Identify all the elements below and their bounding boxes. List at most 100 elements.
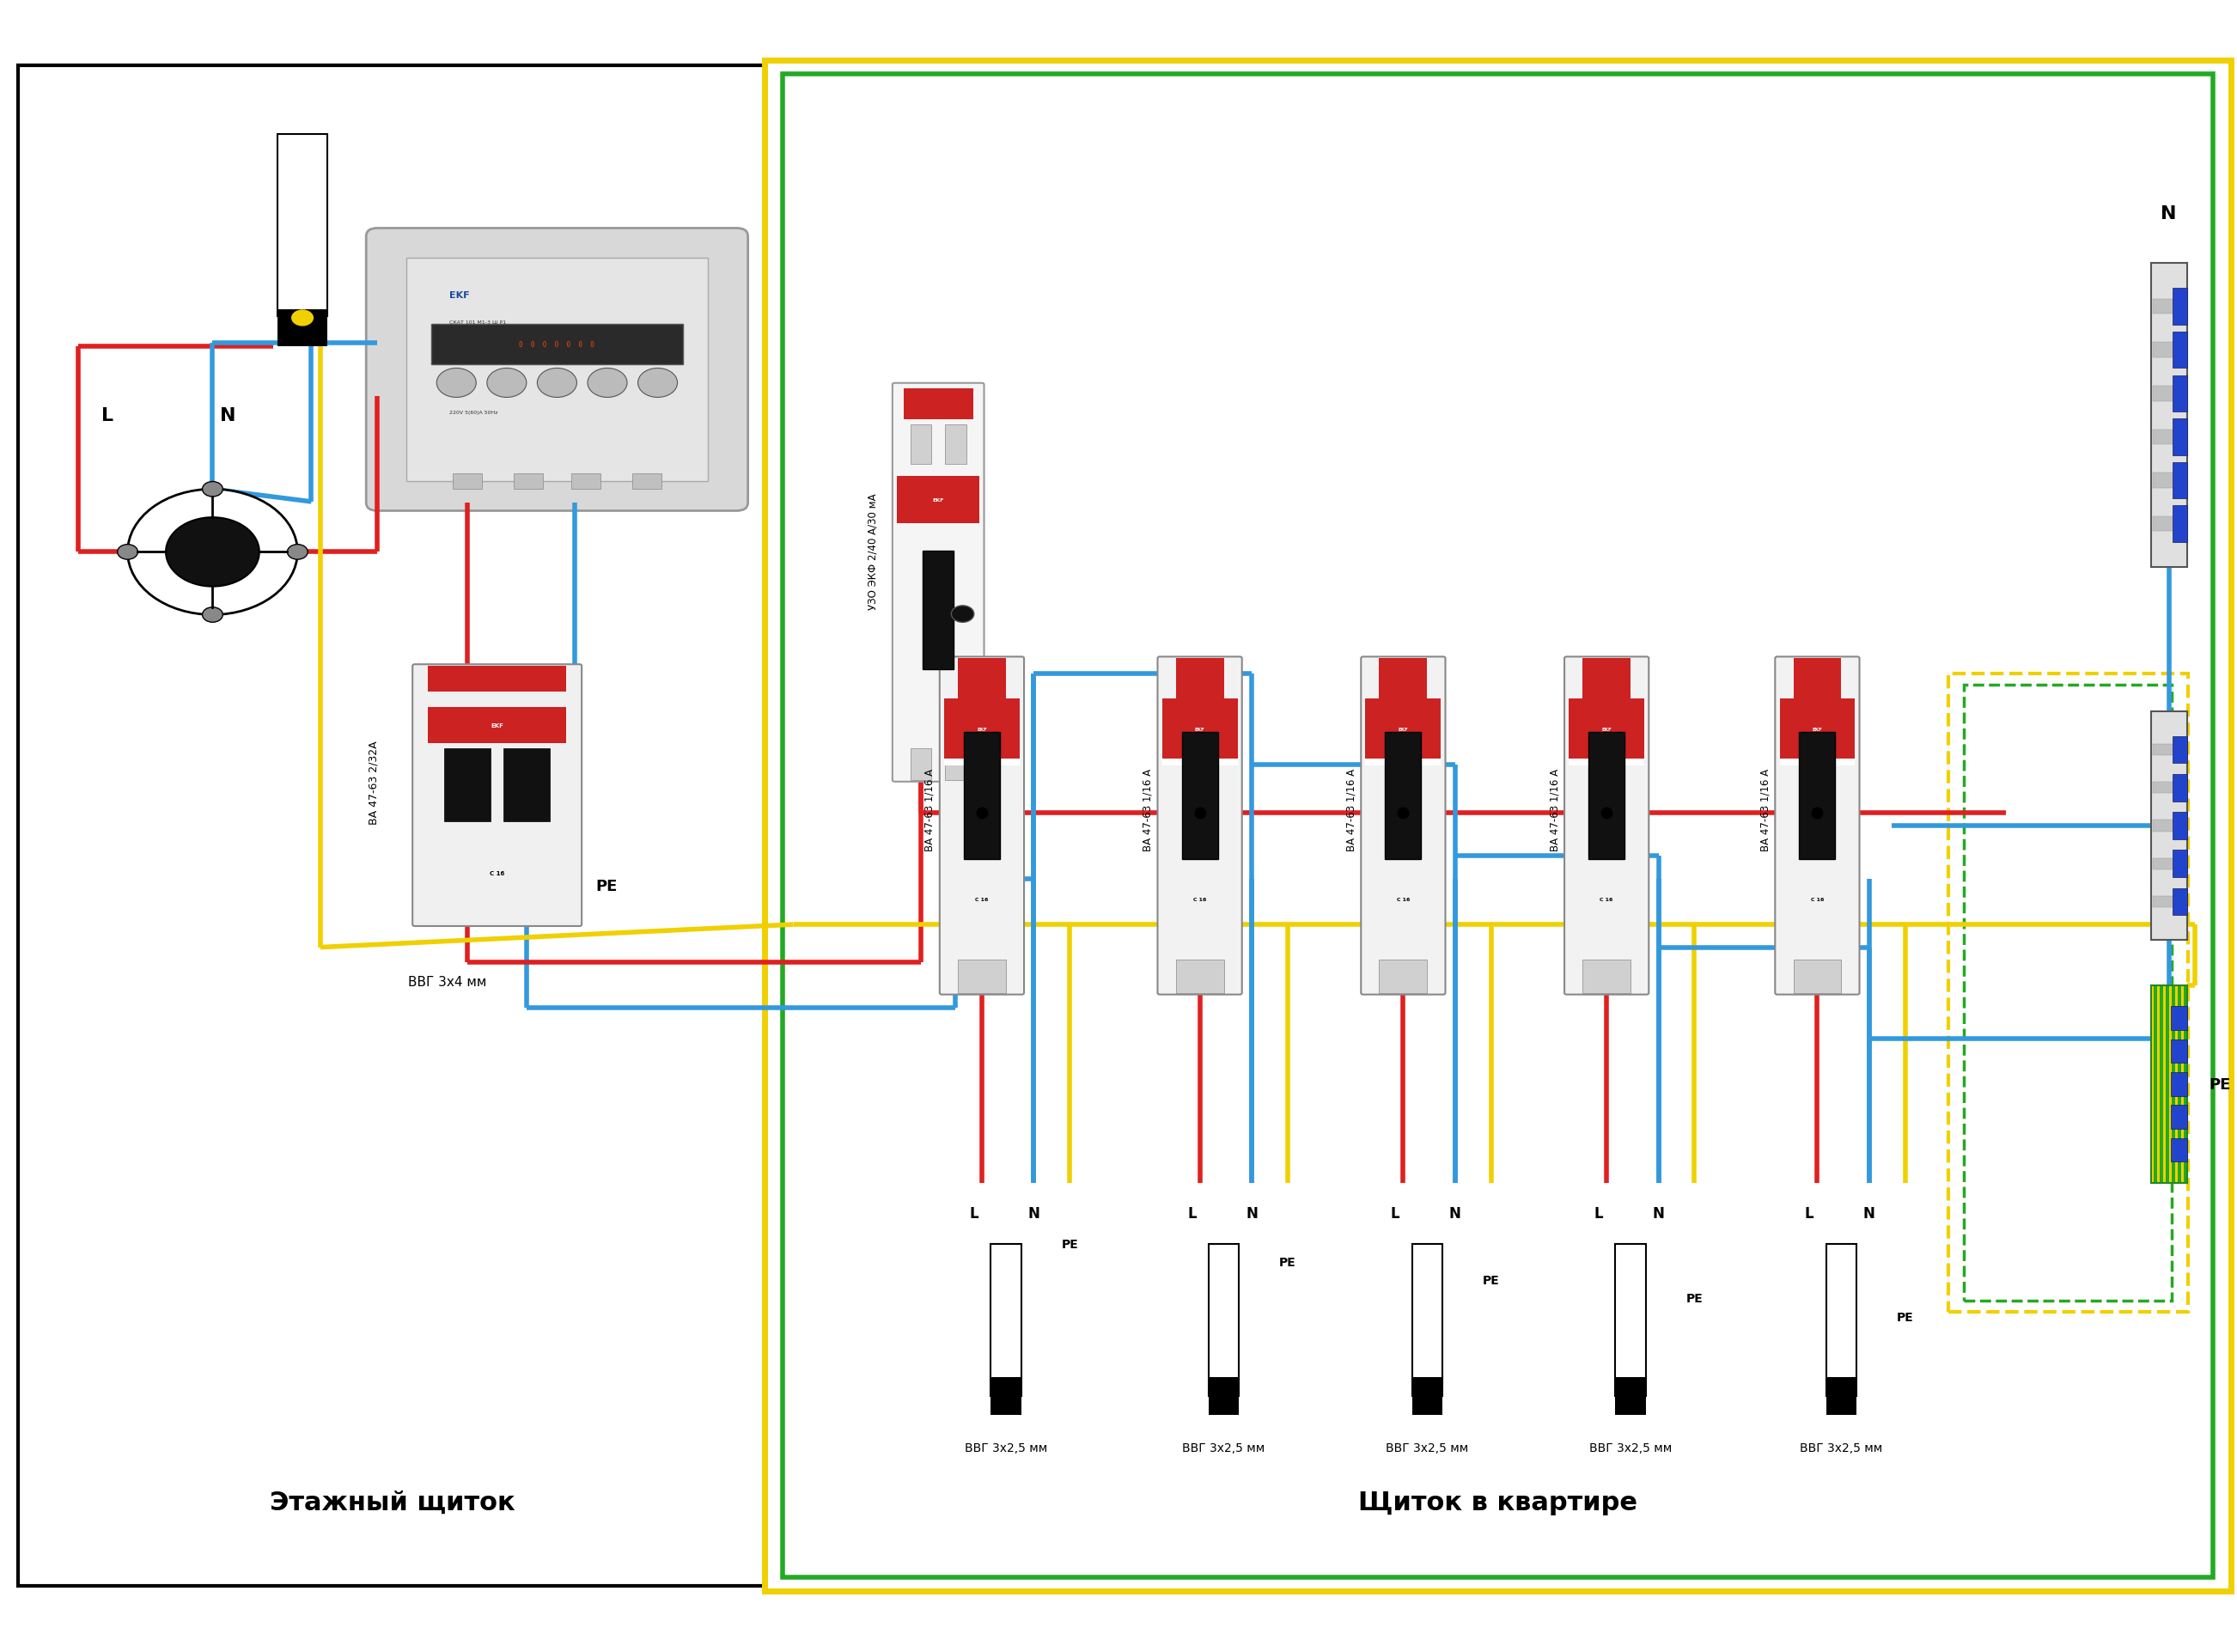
Bar xyxy=(1825,1244,1857,1396)
Bar xyxy=(1208,1244,1239,1396)
Bar xyxy=(910,748,931,780)
Bar xyxy=(2170,1138,2188,1161)
Text: N: N xyxy=(1653,1206,1664,1221)
Bar xyxy=(910,425,931,464)
Bar xyxy=(2152,745,2186,755)
Circle shape xyxy=(128,489,298,615)
Bar xyxy=(1964,686,2172,1300)
Bar xyxy=(1412,1244,1443,1396)
Bar xyxy=(1177,960,1224,993)
Bar xyxy=(570,474,600,489)
Bar xyxy=(2172,463,2188,499)
Text: Этажный щиток: Этажный щиток xyxy=(271,1490,515,1515)
Bar xyxy=(1181,732,1217,859)
Text: EKF: EKF xyxy=(1398,727,1409,732)
Bar xyxy=(2150,986,2188,1183)
Circle shape xyxy=(201,608,224,623)
Text: C 16: C 16 xyxy=(1192,897,1206,902)
Bar xyxy=(1615,1378,1646,1414)
Bar xyxy=(1799,732,1834,859)
Bar xyxy=(2150,264,2188,568)
Circle shape xyxy=(166,519,259,586)
Bar xyxy=(277,134,327,317)
Bar xyxy=(1588,732,1624,859)
FancyBboxPatch shape xyxy=(893,383,984,781)
Bar xyxy=(897,476,980,524)
Circle shape xyxy=(488,368,526,398)
Bar xyxy=(2183,986,2188,1183)
Bar xyxy=(991,1244,1020,1396)
FancyBboxPatch shape xyxy=(367,228,747,510)
Circle shape xyxy=(537,368,577,398)
Circle shape xyxy=(436,368,476,398)
FancyBboxPatch shape xyxy=(940,657,1025,995)
FancyBboxPatch shape xyxy=(1157,657,1242,995)
Text: PE: PE xyxy=(2210,1077,2230,1092)
Bar xyxy=(1568,760,1644,767)
Bar xyxy=(445,748,490,821)
Bar xyxy=(2152,299,2186,314)
Bar xyxy=(765,61,2230,1591)
Text: EKF: EKF xyxy=(933,497,944,502)
Bar xyxy=(18,66,767,1586)
Bar xyxy=(1948,674,2188,1312)
Bar xyxy=(1781,699,1854,760)
Text: EKF: EKF xyxy=(490,724,503,729)
Text: ВВГ 3х2,5 мм: ВВГ 3х2,5 мм xyxy=(1385,1442,1467,1454)
Text: EKF: EKF xyxy=(1812,727,1823,732)
Bar xyxy=(1161,699,1237,760)
Bar xyxy=(2152,472,2186,489)
Bar xyxy=(2172,420,2188,456)
FancyBboxPatch shape xyxy=(1564,657,1649,995)
Bar xyxy=(2152,897,2186,907)
Bar xyxy=(1794,659,1841,699)
Bar xyxy=(2152,430,2186,444)
Bar xyxy=(515,474,544,489)
Text: PE: PE xyxy=(1687,1292,1702,1305)
Bar xyxy=(1794,960,1841,993)
Bar xyxy=(2172,332,2188,368)
Bar xyxy=(904,388,973,420)
Text: C 16: C 16 xyxy=(975,897,989,902)
Text: PE: PE xyxy=(1897,1312,1913,1323)
Bar xyxy=(964,732,1000,859)
Text: N: N xyxy=(2161,205,2177,223)
Text: C 16: C 16 xyxy=(1599,897,1613,902)
Text: ВА 47-63 2/32А: ВА 47-63 2/32А xyxy=(367,740,378,824)
Bar xyxy=(277,311,327,347)
Text: ВА 47-63 1/16 А: ВА 47-63 1/16 А xyxy=(1761,768,1772,851)
Bar xyxy=(1582,659,1631,699)
Bar xyxy=(946,425,966,464)
Bar xyxy=(1615,1244,1646,1396)
Bar xyxy=(1380,659,1427,699)
Bar xyxy=(2170,1006,2188,1031)
Bar xyxy=(407,258,707,482)
Bar xyxy=(944,699,1020,760)
Text: PE: PE xyxy=(1483,1274,1499,1287)
Bar xyxy=(1365,699,1441,760)
Text: ВВГ 3х2,5 мм: ВВГ 3х2,5 мм xyxy=(964,1442,1047,1454)
Bar xyxy=(1781,760,1854,767)
Bar xyxy=(1582,960,1631,993)
Text: 220V 5(60)A 50Hz: 220V 5(60)A 50Hz xyxy=(450,410,499,415)
Bar xyxy=(2152,859,2186,869)
Bar xyxy=(2172,506,2188,542)
Bar xyxy=(2172,889,2188,915)
Bar xyxy=(2172,289,2188,325)
Text: L: L xyxy=(1595,1206,1604,1221)
Bar xyxy=(2174,986,2179,1183)
Bar xyxy=(2159,986,2163,1183)
Text: PE: PE xyxy=(1280,1256,1295,1269)
Text: ВВГ 3х2,5 мм: ВВГ 3х2,5 мм xyxy=(1588,1442,1671,1454)
Bar xyxy=(2172,737,2188,763)
Bar xyxy=(503,748,550,821)
Text: ВА 47-63 1/16 А: ВА 47-63 1/16 А xyxy=(1143,768,1154,851)
Bar xyxy=(2154,986,2156,1183)
Bar xyxy=(2152,821,2186,831)
Text: L: L xyxy=(1391,1206,1400,1221)
Circle shape xyxy=(286,545,309,560)
Bar xyxy=(2172,986,2174,1183)
Bar xyxy=(957,960,1007,993)
Text: C 16: C 16 xyxy=(1396,897,1409,902)
Text: L: L xyxy=(1805,1206,1814,1221)
